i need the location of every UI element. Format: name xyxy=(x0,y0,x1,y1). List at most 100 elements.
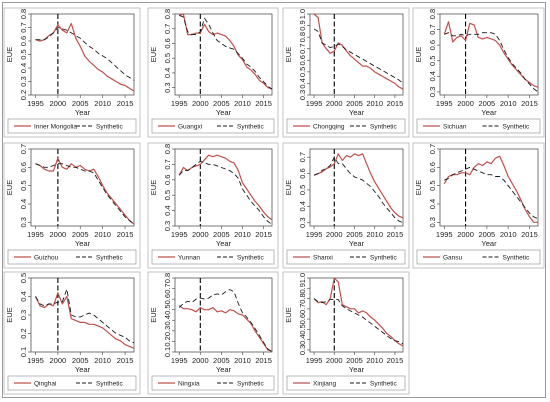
x-tick-label: 2000 xyxy=(326,99,343,108)
x-tick-label: 2010 xyxy=(94,99,111,108)
x-tick-label: 1995 xyxy=(436,230,453,239)
legend-actual-label: Guizhou xyxy=(34,255,59,262)
x-tick-label: 1995 xyxy=(306,99,323,108)
legend: Ningxia Synthetic xyxy=(151,375,275,391)
legend-box xyxy=(151,118,275,134)
legend-actual-label: Sichuan xyxy=(443,124,467,131)
y-tick-label: 0.3 xyxy=(298,345,307,355)
actual-series-line xyxy=(35,157,135,225)
y-tick-label: 0.4 xyxy=(19,291,28,301)
x-tick-label: 2010 xyxy=(500,99,517,108)
x-tick-label: 2015 xyxy=(255,99,272,108)
x-tick-label: 2000 xyxy=(192,99,209,108)
y-tick-label: 0.3 xyxy=(163,326,172,336)
y-axis-label: EUE xyxy=(149,307,158,322)
x-tick-label: 2010 xyxy=(94,356,111,365)
panel-sichuan: 0.3 0.4 0.5 0.6 0.7 0.8 EUE 1995 2000 2005 2010 201… xyxy=(412,7,545,138)
panel-guizhou: 0.3 0.4 0.5 0.6 0.7 EUE 1995 2000 2005 2010 2015 Ye… xyxy=(3,142,141,269)
x-tick-label: 2000 xyxy=(192,230,209,239)
plot-frame xyxy=(30,148,135,227)
y-tick-label: 0.3 xyxy=(428,217,437,227)
x-tick-label: 2010 xyxy=(366,99,383,108)
actual-series-line xyxy=(178,154,273,221)
y-axis-label: EUE xyxy=(5,47,14,62)
y-tick-label: 0.4 xyxy=(163,315,172,325)
y-tick-label: 0.7 xyxy=(19,22,28,32)
x-tick-label: 2005 xyxy=(72,230,89,239)
y-tick-label: 0.5 xyxy=(19,180,28,190)
plot-frame xyxy=(174,13,273,96)
y-tick-label: 0.4 xyxy=(298,334,307,344)
legend-box xyxy=(416,249,541,265)
x-tick-label: 2005 xyxy=(213,99,230,108)
x-tick-label: 2015 xyxy=(387,99,404,108)
x-tick-label: 2000 xyxy=(457,99,474,108)
y-axis-label: EUE xyxy=(149,47,158,62)
legend-box xyxy=(7,249,137,265)
legend: Qinghai Synthetic xyxy=(7,375,137,391)
y-tick-label: 0.6 xyxy=(298,55,307,65)
x-tick-label: 2005 xyxy=(72,356,89,365)
y-tick-label: 0.5 xyxy=(428,180,437,190)
legend: Chongqing Synthetic xyxy=(286,118,406,134)
legend-synthetic-label: Synthetic xyxy=(96,124,123,131)
x-tick-label: 2000 xyxy=(326,230,343,239)
x-tick-label: 1995 xyxy=(27,99,44,108)
actual-series-line xyxy=(313,153,404,219)
synthetic-series-line xyxy=(313,156,404,224)
x-tick-label: 2005 xyxy=(213,356,230,365)
y-tick-label: 0.4 xyxy=(163,68,172,78)
x-tick-label: 2015 xyxy=(387,230,404,239)
y-tick-label: 0.6 xyxy=(428,40,437,50)
y-tick-label: 0.7 xyxy=(163,283,172,293)
y-tick-label: 0.5 xyxy=(19,273,28,283)
x-tick-label: 2005 xyxy=(346,356,363,365)
legend-synthetic-label: Synthetic xyxy=(370,381,397,388)
x-tick-label: 1995 xyxy=(27,230,44,239)
legend-synthetic-label: Synthetic xyxy=(503,255,530,262)
y-tick-label: 0.8 xyxy=(428,9,437,19)
panel-border xyxy=(3,7,141,138)
x-axis-label: Year xyxy=(75,239,91,248)
x-tick-label: 2005 xyxy=(72,99,89,108)
plot-frame xyxy=(174,148,273,227)
y-tick-label: 0.9 xyxy=(298,283,307,293)
y-axis-label: EUE xyxy=(5,307,14,322)
y-tick-label: 1.0 xyxy=(298,273,307,283)
x-tick-label: 2005 xyxy=(479,99,496,108)
x-tick-label: 2000 xyxy=(50,230,67,239)
x-tick-label: 1995 xyxy=(306,230,323,239)
y-tick-label: 0.6 xyxy=(163,294,172,304)
x-tick-label: 2005 xyxy=(213,230,230,239)
y-tick-label: 0.1 xyxy=(163,347,172,357)
actual-series-line xyxy=(443,155,538,223)
y-axis-label: EUE xyxy=(5,180,14,195)
x-tick-label: 1995 xyxy=(27,356,44,365)
legend-box xyxy=(151,375,275,391)
x-axis-label: Year xyxy=(349,239,365,248)
x-tick-label: 2010 xyxy=(366,356,383,365)
synthetic-series-line xyxy=(178,160,273,225)
x-tick-label: 2005 xyxy=(346,230,363,239)
panel-ningxia: 0.10.20.30.40.50.60.70.8 EUE 1995 2000 2005 2… xyxy=(147,271,279,395)
x-tick-label: 2010 xyxy=(500,230,517,239)
x-axis-label: Year xyxy=(349,108,365,117)
y-tick-label: 0.7 xyxy=(298,43,307,53)
legend-synthetic-label: Synthetic xyxy=(237,381,264,388)
actual-series-line xyxy=(34,292,135,349)
y-tick-label: 0.7 xyxy=(428,24,437,34)
legend-synthetic-label: Synthetic xyxy=(96,381,123,388)
x-tick-label: 2015 xyxy=(521,99,538,108)
x-tick-label: 2015 xyxy=(521,230,538,239)
legend-box xyxy=(286,375,406,391)
legend-actual-label: Xinjiang xyxy=(313,381,337,388)
panel-border xyxy=(412,7,545,138)
legend: Gansu Synthetic xyxy=(416,249,541,265)
y-tick-label: 1.0 xyxy=(298,9,307,19)
x-axis-label: Year xyxy=(75,108,91,117)
y-tick-label: 0.4 xyxy=(163,205,172,215)
actual-series-line xyxy=(443,21,539,88)
legend: Shanxi Synthetic xyxy=(286,249,406,265)
y-tick-label: 0.2 xyxy=(163,336,172,346)
